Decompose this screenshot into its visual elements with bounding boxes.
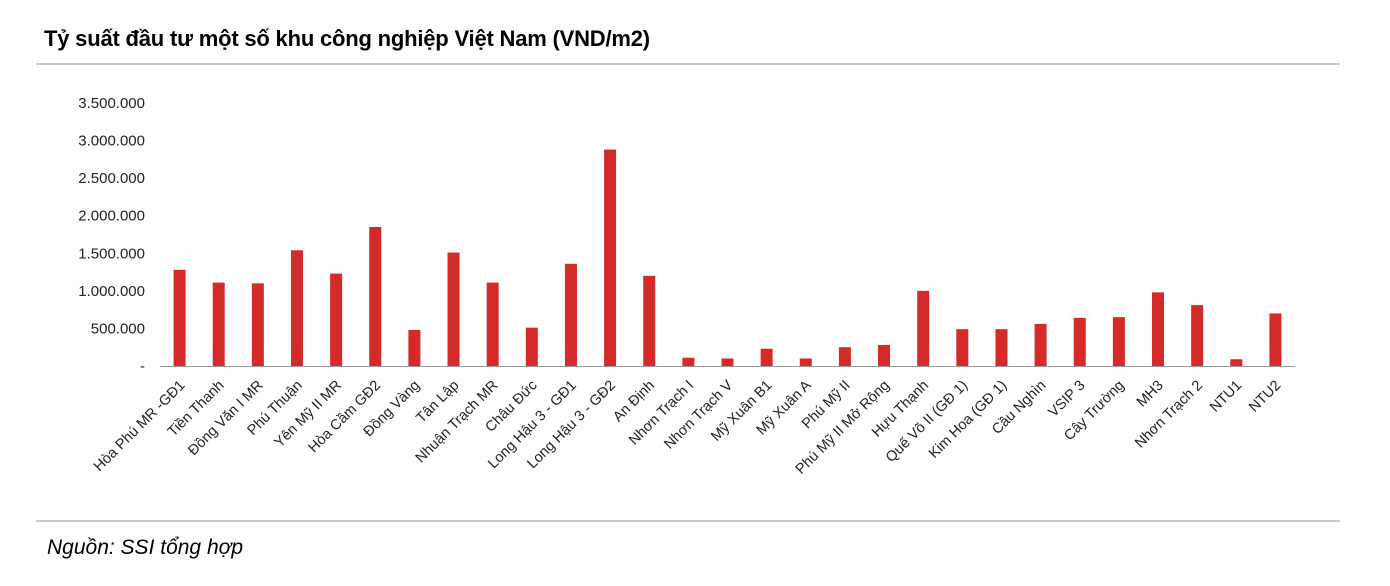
y-tick-label: 2.500.000 (78, 170, 145, 187)
y-axis: - 500.000 1.000.000 1.500.000 2.000.000 2.500… (78, 95, 145, 375)
bar (564, 263, 577, 366)
bar (290, 250, 303, 366)
bar (956, 329, 969, 366)
y-tick-label: 1.000.000 (78, 283, 145, 300)
x-tick-label: MH3 (1134, 378, 1167, 411)
bar (995, 329, 1008, 366)
y-tick-label: 3.500.000 (78, 95, 145, 112)
bar (1191, 305, 1204, 366)
x-tick-label: Nhơn Trạch V (661, 377, 736, 452)
y-tick-label: - (140, 358, 145, 375)
bar (604, 149, 617, 366)
source-note: Nguồn: SSI tổng hợp (47, 536, 243, 559)
x-tick-label: NTU1 (1207, 378, 1245, 416)
y-tick-label: 2.000.000 (78, 208, 145, 225)
bar (525, 327, 538, 366)
bar (486, 282, 499, 366)
chart-title: Tỷ suất đầu tư một số khu công nghiệp Vi… (44, 26, 650, 51)
bar (878, 344, 891, 366)
bar (917, 290, 930, 366)
y-tick-label: 3.000.000 (78, 133, 145, 150)
bar (1034, 323, 1047, 366)
bar (1073, 317, 1086, 366)
bar-chart: - 500.000 1.000.000 1.500.000 2.000.000 2.500… (78, 95, 1295, 478)
bar (330, 273, 343, 366)
bar (173, 269, 186, 366)
bar (643, 275, 656, 366)
bar (212, 282, 225, 366)
bar (682, 357, 695, 366)
bar (408, 329, 421, 366)
bar (799, 358, 812, 366)
bar (1230, 359, 1243, 366)
top-divider (36, 63, 1340, 65)
y-tick-label: 1.500.000 (78, 245, 145, 262)
bar (1112, 317, 1125, 366)
bar (251, 283, 264, 366)
bar (447, 252, 460, 366)
bar (760, 348, 773, 366)
bar (721, 358, 734, 366)
bar (838, 347, 851, 366)
bar (1269, 313, 1282, 366)
bottom-divider (36, 520, 1340, 522)
y-tick-label: 500.000 (91, 320, 145, 337)
x-tick-label: NTU2 (1246, 378, 1284, 416)
bars-group (173, 149, 1282, 366)
bar (369, 226, 382, 366)
bar (1152, 292, 1165, 366)
